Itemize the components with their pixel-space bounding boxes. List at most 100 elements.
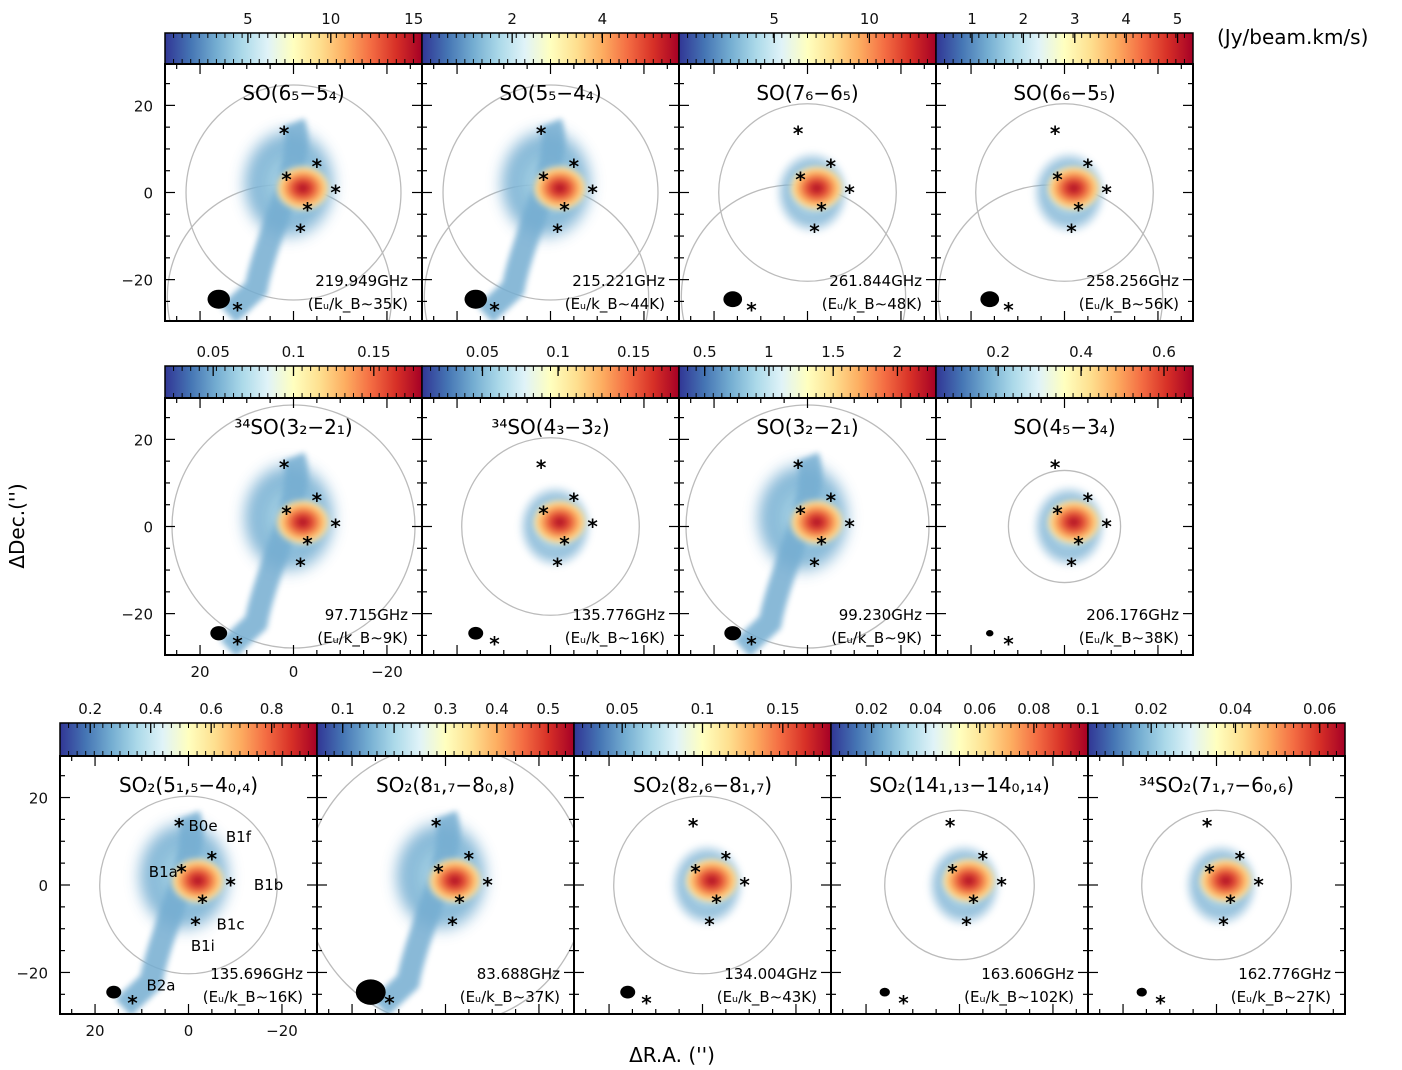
emission-peak [274, 164, 331, 212]
colorbar-tick-label: 0.2 [986, 343, 1010, 361]
colorbar-tick-label: 1 [967, 10, 977, 28]
outflow-lobe [734, 452, 822, 655]
emission-peak [683, 857, 740, 904]
source-name-label: B1b [254, 876, 283, 894]
beam-ellipse [1136, 987, 1147, 997]
source-marker: * [127, 991, 138, 1015]
panel-10: 0.1 0.2 0.3 0.4 0.5*******SO₂(8₁,₇−8₀,₈)83.6… [316, 700, 575, 1015]
colorbar-tick-label: 3 [1070, 10, 1080, 28]
emission-peak [531, 498, 588, 546]
y-tick-label: 0 [38, 877, 48, 895]
source-marker: * [704, 912, 715, 936]
source-marker: * [1083, 154, 1094, 178]
emission-map: ******* [680, 103, 907, 322]
source-marker: * [295, 554, 306, 578]
source-marker: * [538, 167, 549, 191]
colorbar-tick-label: 10 [321, 10, 340, 28]
source-marker: * [279, 122, 290, 146]
emission-map: ******* [166, 84, 402, 321]
y-tick-label: −20 [121, 272, 153, 290]
colorbar-tick-label: 0.08 [1017, 700, 1050, 718]
frequency-label: 162.776GHz [1238, 965, 1331, 983]
source-marker: * [482, 873, 493, 897]
source-marker: * [1101, 181, 1112, 205]
source-marker: * [281, 167, 292, 191]
line-label: SO(6₆−5₅) [1013, 81, 1115, 105]
emission-peak [426, 857, 483, 904]
source-marker: * [746, 632, 757, 656]
source-marker: * [312, 154, 323, 178]
panel-7: 0.5 1 1.5 2*******SO(3₂−2₁)99.230GHz(Eᵤ/k_B… [678, 343, 937, 656]
source-marker: * [898, 991, 909, 1015]
source-marker: * [538, 501, 549, 525]
y-tick-label: 20 [29, 790, 48, 808]
panel-4: 1 2 3 4 5*******SO(6₆−5₅)258.256GHz(Eᵤ/k_B∼5… [935, 10, 1194, 322]
source-marker: * [978, 847, 989, 871]
line-label: ³⁴SO₂(7₁,₇−6₀,₆) [1139, 773, 1294, 797]
source-marker: * [947, 860, 958, 884]
outflow-lobe [372, 810, 460, 1014]
primary-beam-circle [461, 437, 640, 616]
beam-ellipse [207, 289, 230, 309]
emission-peak [169, 857, 226, 904]
colorbar [1087, 722, 1346, 757]
colorbar-tick-label: 0.4 [485, 700, 509, 718]
emission-peak [1045, 164, 1102, 212]
upper-energy-label: (Eᵤ/k_B∼38K) [1079, 629, 1179, 648]
upper-energy-label: (Eᵤ/k_B∼102K) [964, 988, 1074, 1007]
y-tick-label: 20 [134, 431, 153, 449]
emission-map: ******* [985, 456, 1122, 655]
source-marker: * [454, 890, 465, 914]
source-marker: * [793, 122, 804, 146]
colorbar-tick-label: 4 [598, 10, 608, 28]
upper-energy-label: (Eᵤ/k_B∼9K) [317, 629, 408, 648]
source-marker: * [1052, 167, 1063, 191]
source-marker: * [1073, 532, 1084, 556]
source-marker: * [1235, 847, 1246, 871]
panel-11: 0.05 0.1 0.15*******SO₂(8₂,₆−8₁,₇)134.004G… [573, 700, 832, 1015]
source-marker: * [207, 847, 218, 871]
outflow-lobe [115, 810, 203, 1014]
source-marker: * [690, 860, 701, 884]
source-marker: * [1066, 220, 1077, 244]
emission-map: ******* [461, 437, 640, 655]
line-label: SO₂(14₁,₁₃−14₀,₁₄) [869, 773, 1050, 797]
upper-energy-label: (Eᵤ/k_B∼16K) [203, 988, 303, 1007]
source-marker: * [721, 847, 732, 871]
source-marker: * [190, 912, 201, 936]
emission-map: ******* [685, 404, 930, 656]
outflow-lobe [220, 118, 308, 321]
colorbar-tick-label: 0.02 [1134, 700, 1167, 718]
colorbar-tick-label: 0.1 [331, 700, 355, 718]
frequency-label: 99.230GHz [839, 606, 922, 624]
emission-peak [788, 164, 845, 212]
emission-peak [1045, 498, 1102, 546]
beam-ellipse [464, 289, 487, 309]
source-marker: * [793, 456, 804, 480]
colorbar-tick-label: 0.15 [617, 343, 650, 361]
primary-beam-circle [613, 795, 792, 975]
line-label: SO(7₆−6₅) [756, 81, 858, 105]
emission-map: ******* [317, 756, 574, 1014]
frequency-label: 261.844GHz [829, 272, 922, 290]
source-marker: * [1218, 912, 1229, 936]
primary-beam-circle [1141, 809, 1292, 961]
primary-beam-circle [185, 84, 402, 301]
emission-peak [531, 164, 588, 212]
emission-peak [940, 857, 997, 904]
source-marker: * [746, 298, 757, 322]
upper-energy-label: (Eᵤ/k_B∼43K) [717, 988, 817, 1007]
colorbar-tick-label: 5 [243, 10, 253, 28]
source-marker: * [1073, 198, 1084, 222]
x-tick-label: 0 [289, 663, 299, 681]
colorbar-tick-label: 0.06 [963, 700, 996, 718]
frequency-label: 219.949GHz [315, 272, 408, 290]
line-label: SO₂(8₂,₆−8₁,₇) [633, 773, 772, 797]
panel-8: 0.2 0.4 0.6*******SO(4₅−3₄)206.176GHz(Eᵤ/k… [935, 343, 1194, 656]
line-label: SO(4₅−3₄) [1013, 415, 1115, 439]
panel-6: 0.05 0.1 0.15*******³⁴SO(4₃−3₂)135.776GHz(… [421, 343, 680, 656]
primary-beam-circle [442, 84, 659, 301]
source-marker: * [816, 198, 827, 222]
line-label: SO(3₂−2₁) [756, 415, 858, 439]
source-marker: * [739, 873, 750, 897]
